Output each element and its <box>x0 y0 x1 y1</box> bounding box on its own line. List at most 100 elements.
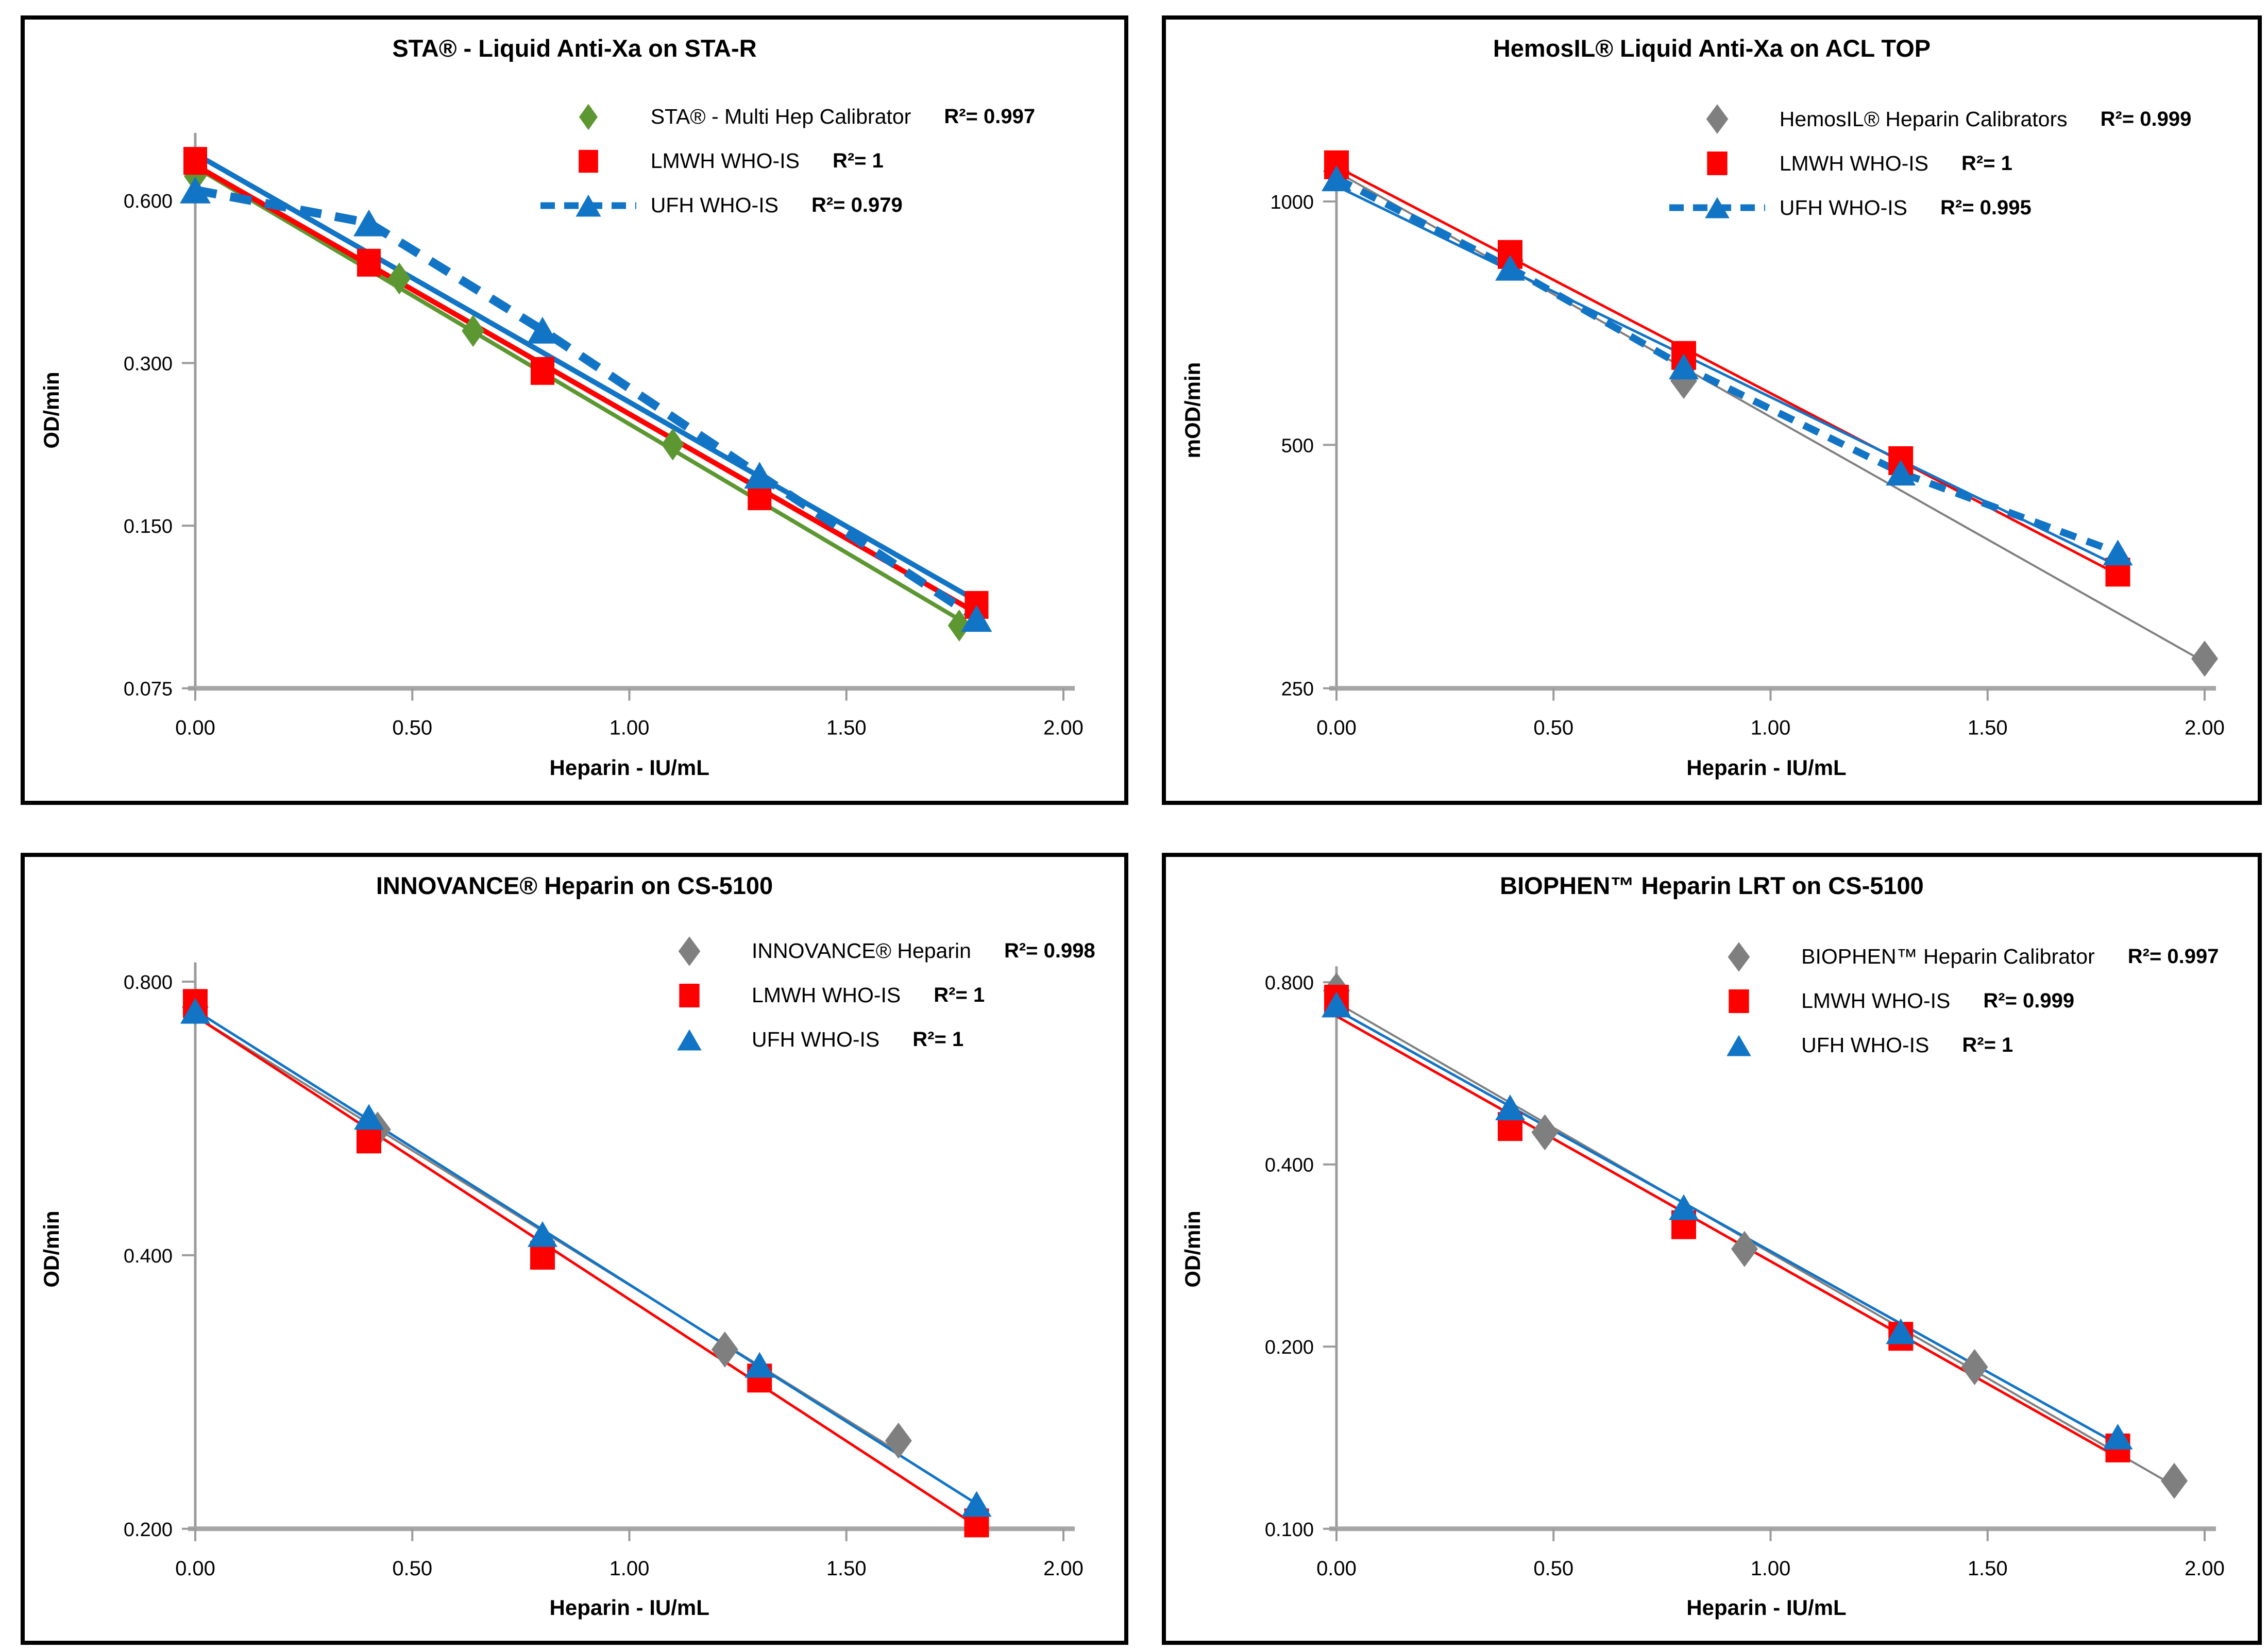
blue-triangle-icon <box>640 1023 738 1056</box>
data-point-marker-diamond <box>661 428 684 461</box>
y-tick-label: 0.800 <box>1265 972 1314 994</box>
data-point-marker-diamond <box>885 1422 912 1459</box>
panel-innovance-heparin: INNOVANCE® Heparin on CS-5100 0.800 0.400… <box>21 853 1128 1645</box>
legend-r2-value: R²= 0.997 <box>2127 945 2219 968</box>
trend-line-grey <box>1336 1001 2175 1487</box>
data-point-marker-triangle <box>354 1104 384 1130</box>
y-axis-label: OD/min <box>1180 1210 1205 1288</box>
data-point-marker-square <box>183 147 207 175</box>
x-tick-label: 1.00 <box>610 1557 650 1580</box>
legend-swatch-canvas <box>679 983 700 1007</box>
legend-swatch-canvas <box>677 1029 702 1051</box>
red-square-icon <box>539 145 637 178</box>
y-tick-label: 500 <box>1281 435 1314 457</box>
legend-series-label: LMWH WHO-IS <box>1779 151 1928 175</box>
y-tick-label: 0.200 <box>1265 1337 1314 1358</box>
y-tick-label: 1000 <box>1270 192 1314 213</box>
legend-series-label: UFH WHO-IS <box>1801 1033 1930 1057</box>
y-axis-label: OD/min <box>39 372 63 449</box>
data-point-marker-triangle <box>1322 165 1351 192</box>
y-tick-label: 0.200 <box>124 1519 173 1541</box>
x-axis-label: Heparin - IU/mL <box>1686 1595 1847 1620</box>
data-point-marker-triangle <box>961 1491 992 1517</box>
legend-series-label: LMWH WHO-IS <box>752 983 901 1007</box>
data-point-marker-square <box>531 357 554 385</box>
legend-marker-square <box>679 983 700 1007</box>
legend-marker-triangle <box>677 1029 702 1051</box>
data-point-marker-triangle <box>1322 991 1351 1018</box>
legend-series-label: UFH WHO-IS <box>1779 195 1907 220</box>
legend-series-label: LMWH WHO-IS <box>650 149 800 173</box>
page-title: HemosIL® Liquid Anti-Xa on ACL TOP <box>1493 35 1931 62</box>
blue-dashed-triangle-icon <box>1668 191 1766 224</box>
chart-legend: HemosIL® Heparin Calibrators R²= 0.999 L… <box>1668 97 2192 230</box>
page-title: BIOPHEN™ Heparin LRT on CS-5100 <box>1500 872 1924 899</box>
grey-diamond-icon <box>640 935 738 968</box>
legend-swatch-canvas <box>540 194 636 216</box>
legend-marker-diamond <box>579 104 598 130</box>
legend-item: UFH WHO-IS R²= 0.979 <box>539 183 1035 228</box>
legend-item: LMWH WHO-IS R²= 1 <box>1668 141 2192 186</box>
data-point-marker-triangle <box>180 176 211 204</box>
data-point-marker-diamond <box>387 262 411 295</box>
legend-r2-value: R²= 0.995 <box>1940 196 2032 219</box>
legend-swatch-canvas <box>678 936 701 966</box>
red-square-icon <box>1668 147 1766 180</box>
legend-marker-square <box>1729 989 1749 1013</box>
chart-legend: STA® - Multi Hep Calibrator R²= 0.997 LM… <box>539 95 1035 228</box>
x-tick-label: 2.00 <box>1043 717 1084 739</box>
green-diamond-icon <box>539 100 637 133</box>
data-point-marker-triangle <box>2103 1423 2133 1450</box>
data-point-marker-diamond <box>462 315 485 347</box>
data-point-marker-triangle <box>744 462 775 489</box>
y-tick-label: 0.075 <box>124 679 173 700</box>
trend-line-red <box>194 1015 977 1527</box>
legend-swatch-canvas <box>578 149 598 173</box>
legend-series-label: HemosIL® Heparin Calibrators <box>1779 107 2068 131</box>
page-title: INNOVANCE® Heparin on CS-5100 <box>376 872 773 899</box>
legend-swatch-canvas <box>1706 104 1729 134</box>
data-point-marker-diamond <box>1531 1114 1559 1151</box>
data-point-marker-triangle <box>528 1221 557 1247</box>
legend-swatch-canvas <box>1729 989 1749 1013</box>
y-tick-label: 250 <box>1281 679 1314 700</box>
data-point-marker-triangle <box>1495 1094 1525 1120</box>
data-point-marker-diamond <box>711 1331 738 1368</box>
data-point-marker-diamond <box>1961 1349 1988 1385</box>
legend-r2-value: R²= 1 <box>912 1028 964 1051</box>
x-tick-label: 0.00 <box>1316 1557 1357 1580</box>
legend-item: LMWH WHO-IS R²= 1 <box>640 973 1095 1018</box>
legend-series-label: UFH WHO-IS <box>650 193 778 217</box>
blue-triangle-icon <box>1690 1029 1788 1062</box>
data-point-marker-triangle <box>1495 255 1525 281</box>
data-point-marker-triangle <box>2103 540 2133 566</box>
chart-legend: INNOVANCE® Heparin R²= 0.998 LMWH WHO-IS… <box>640 929 1095 1062</box>
data-point-marker-diamond <box>1731 1231 1758 1267</box>
legend-item: UFH WHO-IS R²= 0.995 <box>1668 186 2192 230</box>
trend-line-red <box>1335 1015 2119 1459</box>
legend-r2-value: R²= 0.979 <box>811 194 903 217</box>
x-tick-label: 0.50 <box>1533 717 1573 739</box>
x-tick-label: 0.50 <box>392 717 432 739</box>
page-title: STA® - Liquid Anti-Xa on STA-R <box>392 35 757 62</box>
data-point-marker-diamond <box>2191 641 2218 677</box>
trend-line-blue <box>1335 184 2119 567</box>
data-point-marker-triangle <box>527 316 558 344</box>
legend-marker-square <box>1707 151 1728 176</box>
legend-marker-diamond <box>678 936 701 966</box>
legend-swatch-canvas <box>1707 151 1728 176</box>
data-point-marker-triangle <box>353 209 384 237</box>
legend-r2-value: R²= 1 <box>934 984 985 1007</box>
dashed-connector-blue <box>194 186 979 622</box>
legend-item: LMWH WHO-IS R²= 0.999 <box>1690 979 2219 1023</box>
x-tick-label: 1.00 <box>610 717 650 739</box>
y-tick-label: 0.150 <box>124 516 173 537</box>
x-tick-label: 1.00 <box>1751 1557 1791 1580</box>
x-tick-label: 0.50 <box>392 1557 432 1580</box>
legend-series-label: LMWH WHO-IS <box>1801 989 1951 1013</box>
legend-r2-value: R²= 0.998 <box>1004 939 1095 963</box>
